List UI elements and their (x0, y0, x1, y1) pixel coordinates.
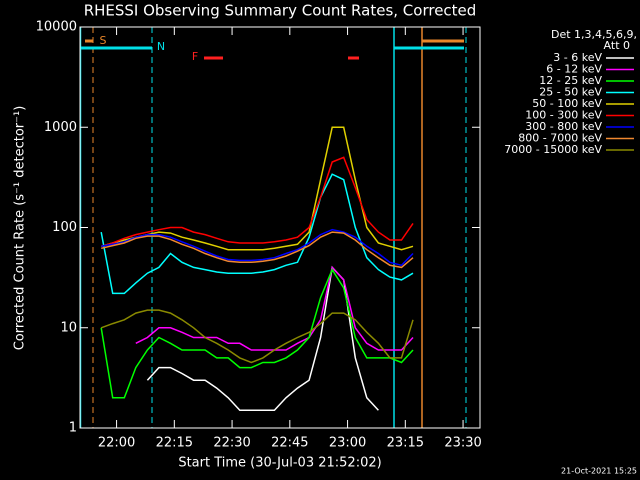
x-tick-label: 23:30 (444, 436, 481, 451)
legend-label: 7000 - 15000 keV (504, 143, 602, 156)
y-tick-label: 1000 (44, 120, 77, 135)
plot-frame (79, 26, 481, 429)
x-tick-label: 22:45 (271, 436, 308, 451)
x-tick-label: 22:15 (156, 436, 193, 451)
status-label: N (157, 40, 165, 53)
legend-label: 6 - 12 keV (546, 63, 602, 76)
chart-title: RHESSI Observing Summary Count Rates, Co… (84, 2, 477, 20)
series-line (100, 309, 414, 364)
x-tick-label: 22:00 (98, 436, 135, 451)
legend-title: Att 0 (604, 39, 630, 52)
legend-label: 3 - 6 keV (553, 51, 602, 64)
legend-label: 12 - 25 keV (539, 74, 602, 87)
legend-label: 800 - 7000 keV (518, 132, 602, 145)
x-tick-label: 22:30 (213, 436, 250, 451)
series-line (101, 231, 414, 269)
status-label: S (100, 34, 107, 47)
legend-title: Det 1,3,4,5,6,9, (551, 28, 637, 41)
series-lines (100, 126, 414, 412)
y-tick-label: 1 (69, 421, 77, 436)
status-label: F (192, 50, 198, 63)
x-axis-label: Start Time (30-Jul-03 21:52:02) (178, 456, 381, 471)
y-tick-label: 10000 (36, 20, 77, 35)
series-line (101, 228, 414, 267)
y-axis-label: Corrected Count Rate (s⁻¹ detector⁻¹) (13, 106, 28, 351)
series-line (100, 267, 414, 399)
series-line (100, 156, 414, 248)
x-tick-label: 23:00 (329, 436, 366, 451)
legend-label: 300 - 800 keV (525, 120, 602, 133)
status-bars (80, 27, 467, 428)
y-tick-label: 10 (60, 320, 77, 335)
legend-label: 100 - 300 keV (525, 109, 602, 122)
legend-label: 50 - 100 keV (532, 97, 602, 110)
legend-label: 25 - 50 keV (539, 86, 602, 99)
timestamp: 21-Oct-2021 15:25 (561, 467, 637, 476)
y-tick-label: 100 (52, 220, 77, 235)
x-tick-label: 23:15 (387, 436, 424, 451)
